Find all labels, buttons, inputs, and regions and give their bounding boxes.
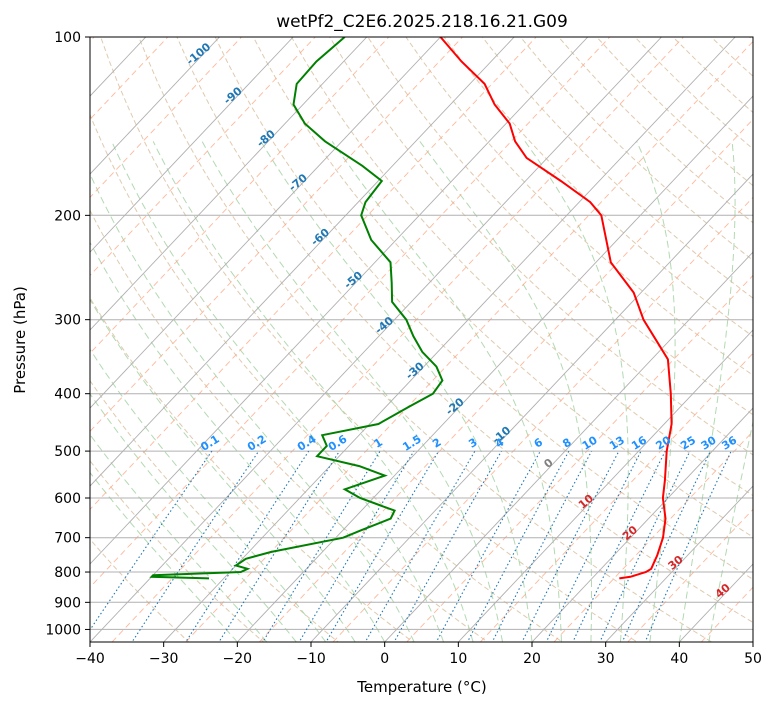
x-tick-label: 30	[597, 651, 615, 667]
y-tick-label: 100	[54, 30, 81, 46]
dry-adiabat	[90, 113, 564, 642]
isotherm-line	[90, 37, 368, 331]
dry-adiabat	[214, 37, 753, 580]
mixing-ratio-line	[435, 450, 541, 642]
dry-adiabat	[90, 379, 340, 642]
mixing-ratio-line	[262, 450, 381, 642]
mixing-ratio-line	[131, 450, 260, 642]
axes: −40 −30 −20 −10 0 10 20 30 40 50 100 200 300 400 500 60…	[45, 30, 762, 667]
isotherm-line	[90, 37, 662, 642]
mixing-ratio-line	[364, 450, 476, 642]
mixing-ratio-line	[298, 450, 415, 642]
y-tick-label: 500	[54, 444, 81, 460]
x-axis-title: Temperature (°C)	[356, 678, 486, 696]
y-tick-label: 700	[54, 531, 81, 547]
y-tick-label: 600	[54, 491, 81, 507]
isotherm-guide	[90, 37, 463, 432]
dry-adiabat	[90, 296, 414, 642]
isotherm-line	[90, 37, 220, 175]
isotherm-guide	[90, 37, 316, 277]
dry-adiabat	[100, 37, 638, 642]
x-tick-label: −30	[149, 651, 179, 667]
dry-adiabat	[329, 37, 753, 456]
temperature-profile	[439, 37, 673, 580]
x-tick-label: 10	[449, 651, 467, 667]
y-tick-label: 800	[54, 565, 81, 581]
x-tick-label: −20	[223, 651, 253, 667]
x-tick-label: 50	[744, 651, 762, 667]
x-tick-label: −40	[75, 651, 105, 667]
x-tick-label: 0	[380, 651, 389, 667]
x-tick-label: −10	[296, 651, 326, 667]
isotherm-line	[90, 37, 294, 253]
mixing-ratio-line	[325, 450, 440, 642]
dry-adiabat	[138, 37, 713, 642]
background-lines	[90, 37, 753, 642]
isotherm-line	[310, 173, 753, 642]
y-tick-label: 400	[54, 387, 81, 403]
isotherm-line	[384, 251, 753, 642]
mixing-ratio-line	[644, 450, 732, 642]
dewpoint-profile	[149, 37, 444, 580]
dry-adiabat	[90, 459, 265, 642]
isotherm-guide	[258, 118, 753, 642]
y-tick-label: 300	[54, 313, 81, 329]
y-tick-label: 200	[54, 208, 81, 224]
y-axis-title: Pressure (hPa)	[11, 286, 29, 394]
isotherm-line	[605, 485, 753, 642]
isotherm-guide	[90, 37, 390, 354]
isotherm-guide	[90, 37, 242, 199]
isotherm-guide	[111, 37, 684, 642]
isotherm-line	[90, 37, 441, 409]
y-tick-label: 1000	[45, 622, 81, 638]
isotherm-line	[90, 37, 589, 565]
isotherm-line	[236, 95, 753, 642]
mixing-ratio-line	[572, 450, 666, 642]
x-tick-label: 20	[523, 651, 541, 667]
x-tick-label: 40	[670, 651, 688, 667]
dry-adiabat	[176, 37, 753, 623]
plot-frame	[89, 36, 754, 643]
dry-adiabat	[367, 37, 753, 416]
isotherm-guide	[90, 37, 537, 511]
chart-title: wetPf2_C2E6.2025.218.16.21.G09	[276, 12, 568, 32]
data-series	[149, 37, 673, 580]
isotherm-line	[457, 329, 753, 642]
mixing-ratio-line	[599, 450, 691, 642]
isotherm-line	[531, 407, 753, 642]
mixing-ratio-line	[466, 450, 570, 642]
isotherm-line	[90, 37, 515, 487]
mixing-ratio-line	[90, 450, 213, 631]
mixing-ratio-line	[218, 450, 340, 642]
dry-adiabat	[481, 37, 753, 299]
isotherm-line	[163, 37, 736, 642]
dry-adiabat	[90, 209, 489, 642]
isotherm-guide	[185, 40, 753, 642]
y-tick-label: 900	[54, 595, 81, 611]
